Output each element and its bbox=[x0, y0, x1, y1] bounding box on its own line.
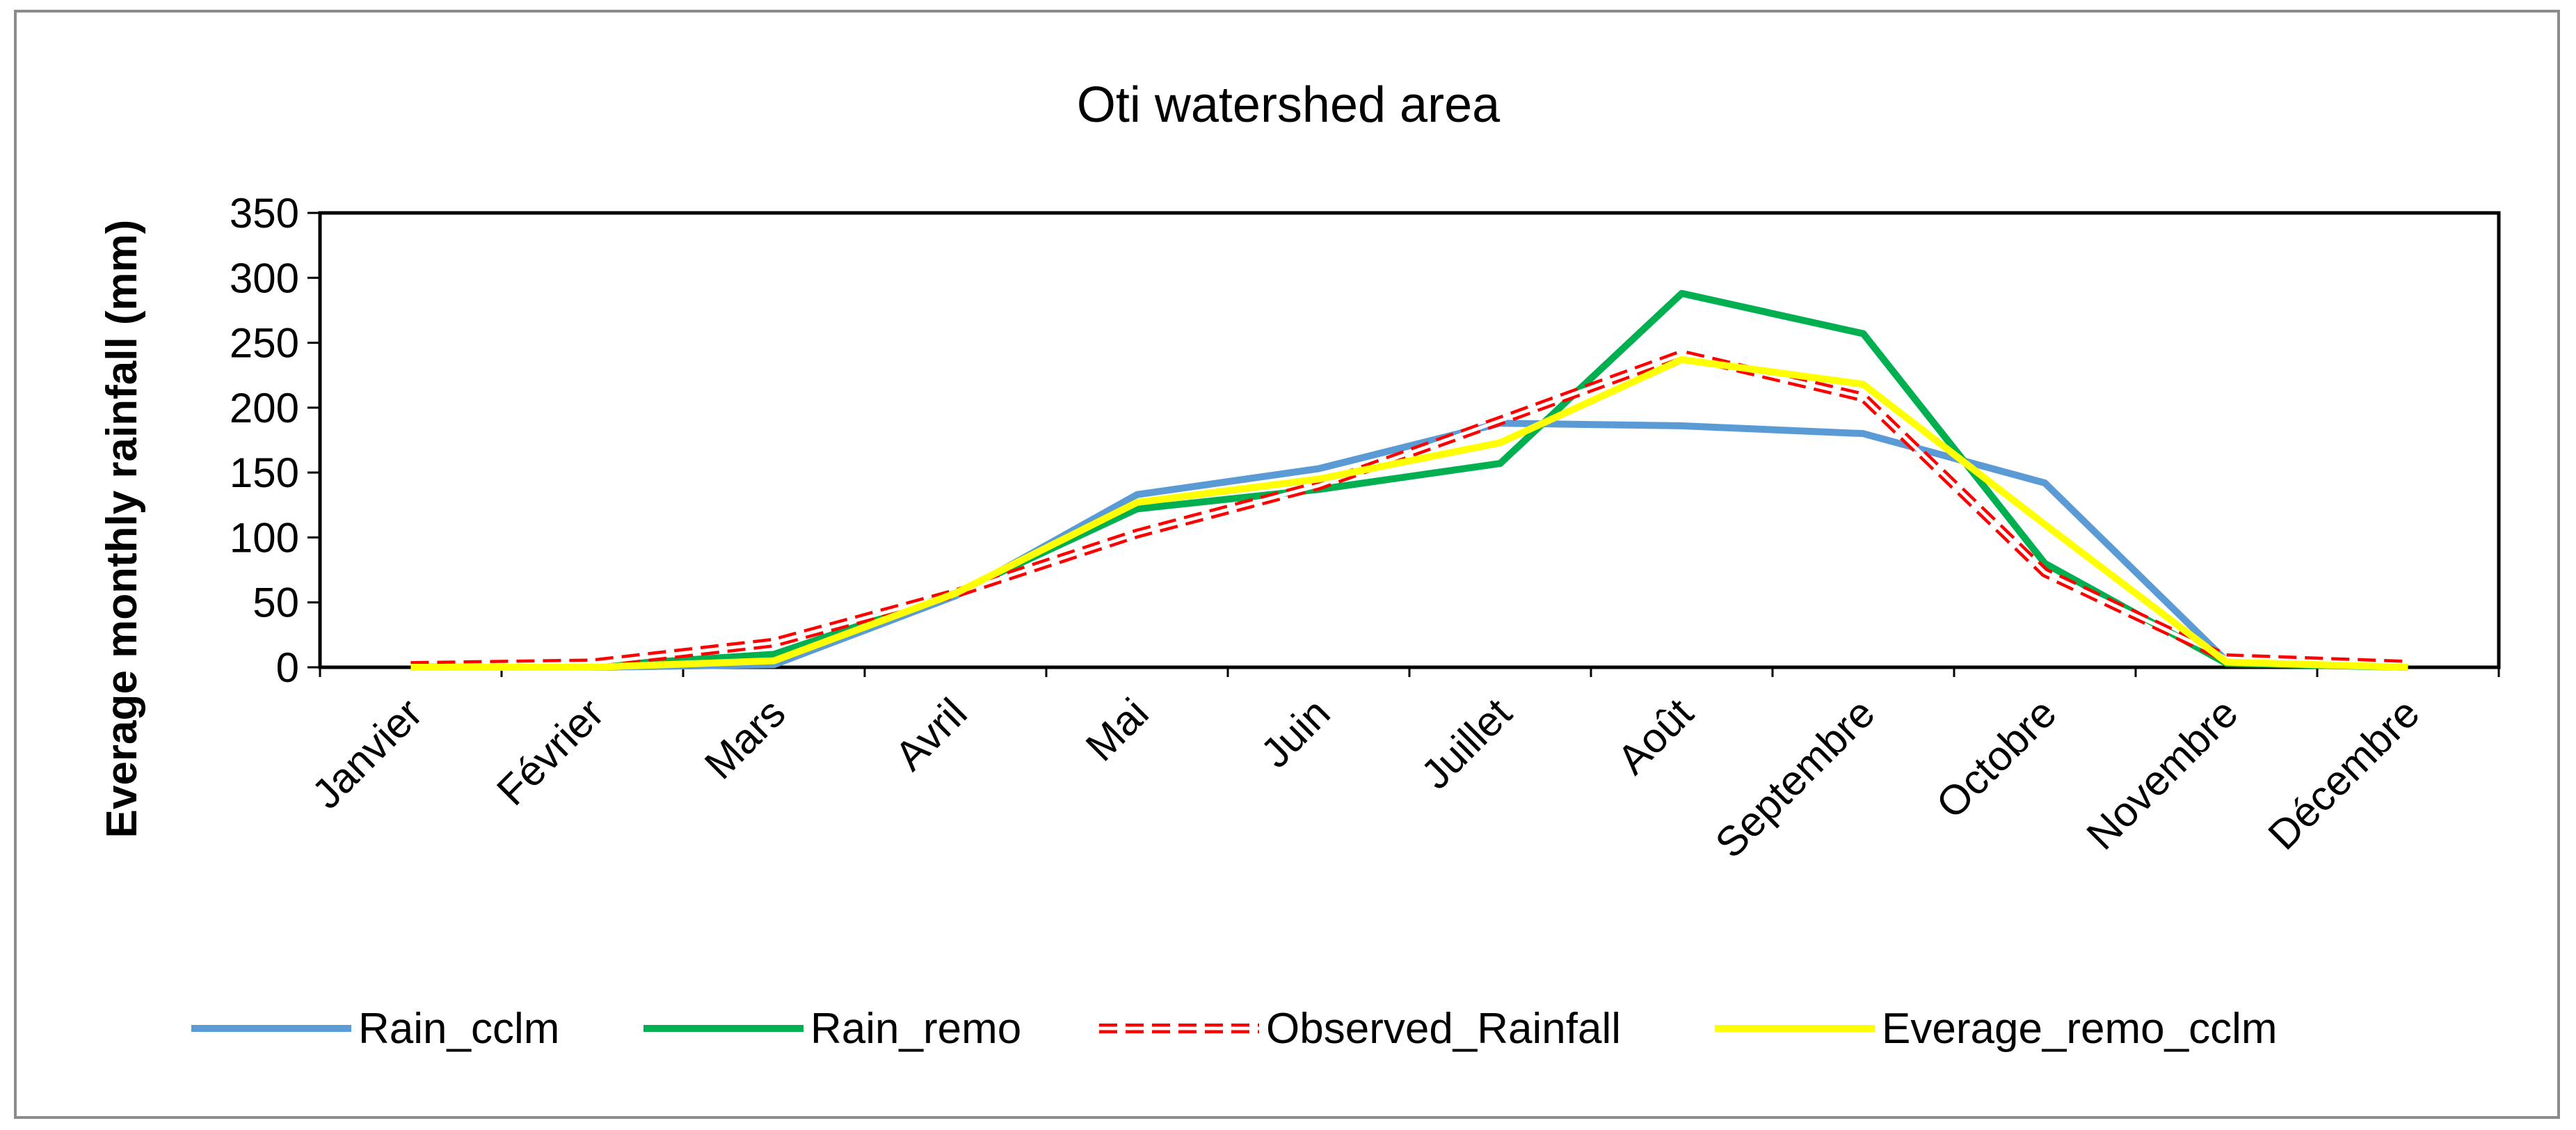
y-tick-label: 150 bbox=[230, 449, 299, 496]
y-tick-label: 250 bbox=[230, 320, 299, 367]
x-tick-label: Juin bbox=[1251, 690, 1338, 777]
y-axis-ticks: 0 50 100 150 200 250 300 350 bbox=[230, 190, 320, 691]
x-tick-label: Juillet bbox=[1412, 690, 1521, 798]
y-axis-title: Everage monthly rainfall (mm) bbox=[98, 220, 146, 838]
legend-label: Rain_cclm bbox=[358, 1005, 559, 1053]
y-tick-label: 50 bbox=[253, 580, 299, 626]
y-tick-label: 0 bbox=[276, 644, 299, 691]
series-lines bbox=[410, 289, 2408, 671]
x-tick-label: Février bbox=[488, 690, 612, 814]
x-tick-label: Décembre bbox=[2259, 690, 2429, 859]
series-line-rain-remo bbox=[410, 289, 2408, 671]
legend-label: Observed_Rainfall bbox=[1266, 1005, 1621, 1053]
x-axis-ticks: Janvier Février Mars Avril Mai Juin Juillet Aoû… bbox=[303, 667, 2500, 867]
x-tick-label: Octobre bbox=[1927, 690, 2065, 827]
x-tick-label: Mai bbox=[1077, 690, 1158, 770]
x-tick-label: Avril bbox=[886, 690, 976, 779]
x-tick-label: Mars bbox=[696, 690, 794, 788]
x-tick-label: Août bbox=[1608, 690, 1702, 783]
chart-title: Oti watershed area bbox=[1077, 77, 1501, 133]
x-tick-label: Janvier bbox=[303, 690, 431, 818]
y-tick-label: 200 bbox=[230, 385, 299, 431]
plot-area bbox=[318, 211, 2501, 669]
series-line-observed-rainfall-inner bbox=[410, 352, 2408, 668]
legend-label: Everage_remo_cclm bbox=[1882, 1005, 2278, 1053]
legend-label: Rain_remo bbox=[810, 1005, 1021, 1053]
x-tick-label: Novembre bbox=[2078, 690, 2247, 859]
series-line-everage-remo-cclm bbox=[410, 356, 2408, 671]
x-tick-label: Septembre bbox=[1706, 690, 1884, 867]
legend: Rain_cclm Rain_remo Observed_Rainfall Evera… bbox=[191, 1005, 2278, 1053]
y-tick-label: 350 bbox=[230, 190, 299, 237]
y-tick-label: 300 bbox=[230, 255, 299, 301]
y-tick-label: 100 bbox=[230, 514, 299, 561]
